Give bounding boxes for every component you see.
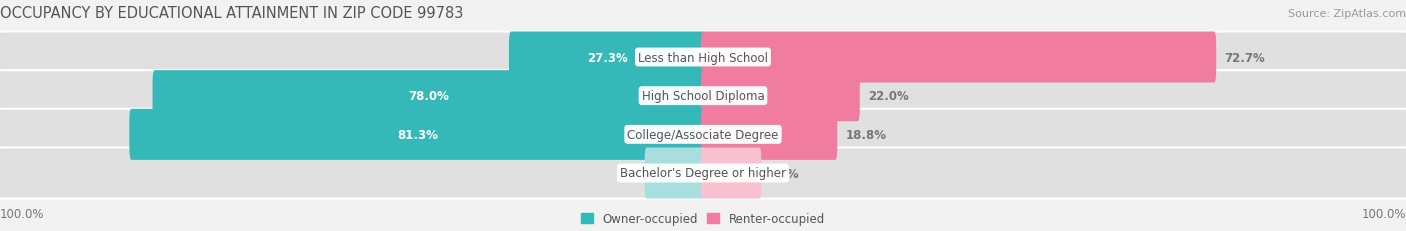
Text: Less than High School: Less than High School: [638, 51, 768, 64]
FancyBboxPatch shape: [509, 32, 706, 83]
FancyBboxPatch shape: [0, 71, 1406, 122]
FancyBboxPatch shape: [700, 148, 762, 199]
Text: 27.3%: 27.3%: [586, 51, 627, 64]
Text: 78.0%: 78.0%: [408, 90, 450, 103]
FancyBboxPatch shape: [0, 32, 1406, 83]
FancyBboxPatch shape: [129, 109, 704, 160]
FancyBboxPatch shape: [644, 148, 706, 199]
Text: 100.0%: 100.0%: [0, 207, 45, 220]
FancyBboxPatch shape: [700, 32, 1216, 83]
FancyBboxPatch shape: [0, 148, 1406, 199]
Text: 72.7%: 72.7%: [1225, 51, 1265, 64]
FancyBboxPatch shape: [153, 71, 704, 122]
Text: College/Associate Degree: College/Associate Degree: [627, 128, 779, 141]
Text: Bachelor's Degree or higher: Bachelor's Degree or higher: [620, 167, 786, 180]
Text: OCCUPANCY BY EDUCATIONAL ATTAINMENT IN ZIP CODE 99783: OCCUPANCY BY EDUCATIONAL ATTAINMENT IN Z…: [0, 6, 464, 21]
Text: 100.0%: 100.0%: [1361, 207, 1406, 220]
Text: 0.0%: 0.0%: [766, 167, 799, 180]
Legend: Owner-occupied, Renter-occupied: Owner-occupied, Renter-occupied: [581, 212, 825, 225]
Text: 22.0%: 22.0%: [869, 90, 908, 103]
Text: 18.8%: 18.8%: [846, 128, 887, 141]
FancyBboxPatch shape: [700, 71, 860, 122]
FancyBboxPatch shape: [700, 109, 838, 160]
FancyBboxPatch shape: [0, 109, 1406, 160]
Text: 0.0%: 0.0%: [636, 167, 668, 180]
Text: High School Diploma: High School Diploma: [641, 90, 765, 103]
Text: Source: ZipAtlas.com: Source: ZipAtlas.com: [1288, 9, 1406, 18]
Text: 81.3%: 81.3%: [396, 128, 437, 141]
